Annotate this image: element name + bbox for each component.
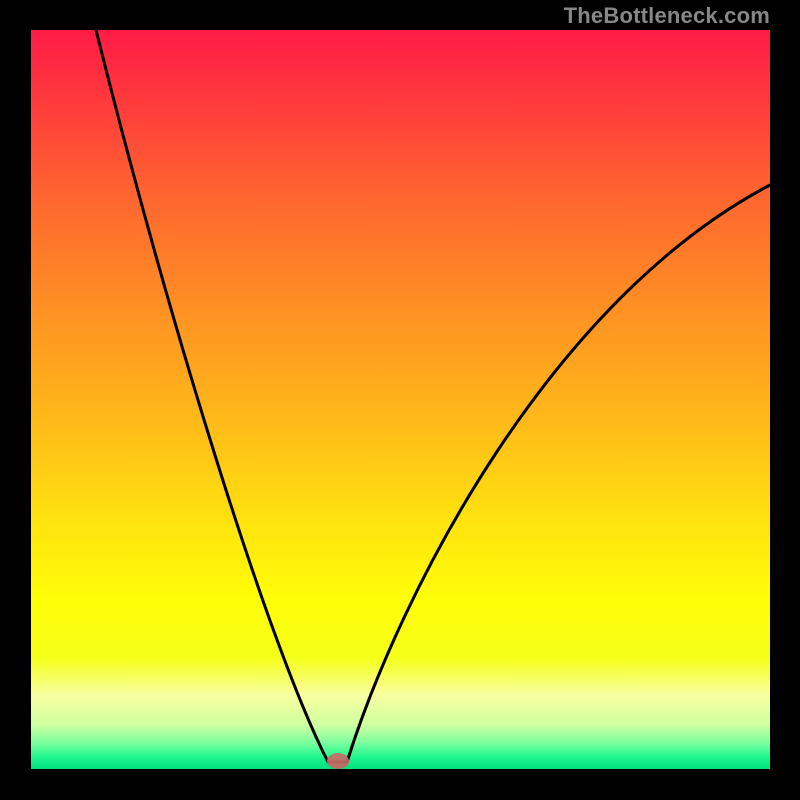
frame-bottom [0,769,800,800]
plot-area [31,30,770,769]
curve-svg [31,30,770,769]
watermark-label: TheBottleneck.com [564,3,770,28]
min-marker [327,753,349,769]
frame-left [0,0,31,800]
bottleneck-curve [96,30,770,762]
watermark-text: TheBottleneck.com [564,3,770,29]
chart-container: TheBottleneck.com [0,0,800,800]
frame-right [770,0,800,800]
